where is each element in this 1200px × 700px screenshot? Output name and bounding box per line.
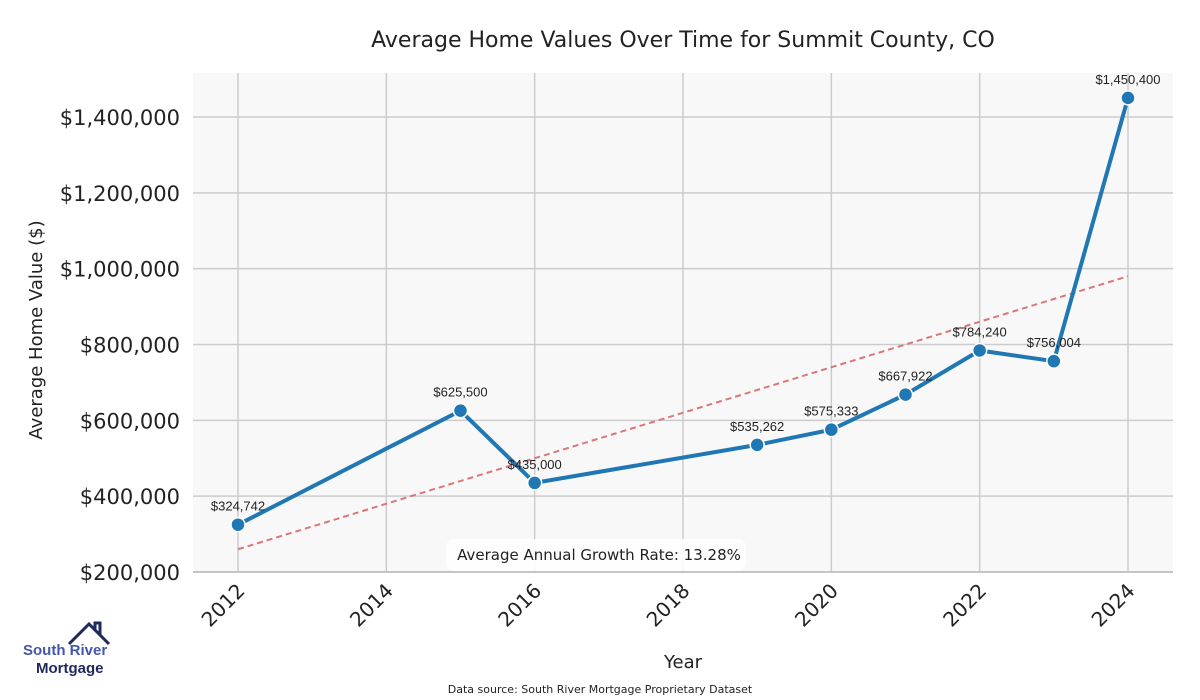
- x-tick-label: 2014: [345, 579, 398, 632]
- x-tick-label: 2022: [938, 579, 991, 632]
- y-tick-label: $400,000: [80, 485, 180, 509]
- data-point: [1120, 90, 1136, 106]
- data-label: $667,922: [878, 369, 932, 384]
- y-tick-label: $1,000,000: [60, 258, 180, 282]
- data-label: $535,262: [730, 419, 784, 434]
- data-point: [971, 342, 988, 359]
- x-tick-label: 2018: [642, 579, 695, 632]
- house-icon: [67, 621, 111, 646]
- data-label: $756,004: [1027, 335, 1081, 350]
- logo-text-line2: Mortgage: [36, 660, 104, 677]
- y-tick-label: $200,000: [80, 561, 180, 585]
- growth-rate-annotation: Average Annual Growth Rate: 13.28%: [457, 546, 741, 564]
- y-tick-label: $1,200,000: [60, 182, 180, 206]
- logo-text-line1: South River: [23, 642, 108, 659]
- data-source-note: Data source: South River Mortgage Propri…: [447, 683, 753, 696]
- data-point: [1046, 353, 1062, 369]
- south-river-logo: South River Mortgage: [20, 620, 120, 680]
- data-point: [897, 386, 914, 403]
- y-tick-label: $800,000: [80, 334, 180, 358]
- data-point: [452, 402, 469, 419]
- y-tick-label: $1,400,000: [60, 106, 180, 130]
- annotation-box: [446, 539, 746, 571]
- y-axis-label: Average Home Value ($): [26, 220, 47, 439]
- data-label: $435,000: [508, 457, 562, 472]
- x-axis-label: Year: [663, 652, 703, 673]
- x-tick-label: 2024: [1087, 579, 1140, 632]
- data-label: $324,742: [211, 499, 265, 514]
- data-point: [526, 475, 543, 491]
- chart-title: Average Home Values Over Time for Summit…: [371, 28, 995, 53]
- data-point: [749, 437, 765, 453]
- data-label: $625,500: [433, 385, 487, 400]
- x-tick-label: 2016: [493, 579, 546, 632]
- y-tick-label: $600,000: [80, 409, 180, 433]
- data-label: $1,450,400: [1095, 72, 1160, 87]
- data-point: [823, 421, 840, 438]
- data-point: [230, 516, 246, 533]
- x-tick-label: 2020: [790, 579, 843, 632]
- data-label: $575,333: [804, 404, 858, 419]
- trend-line: [237, 275, 1129, 551]
- x-tick-label: 2012: [197, 579, 250, 632]
- data-label: $784,240: [953, 324, 1007, 339]
